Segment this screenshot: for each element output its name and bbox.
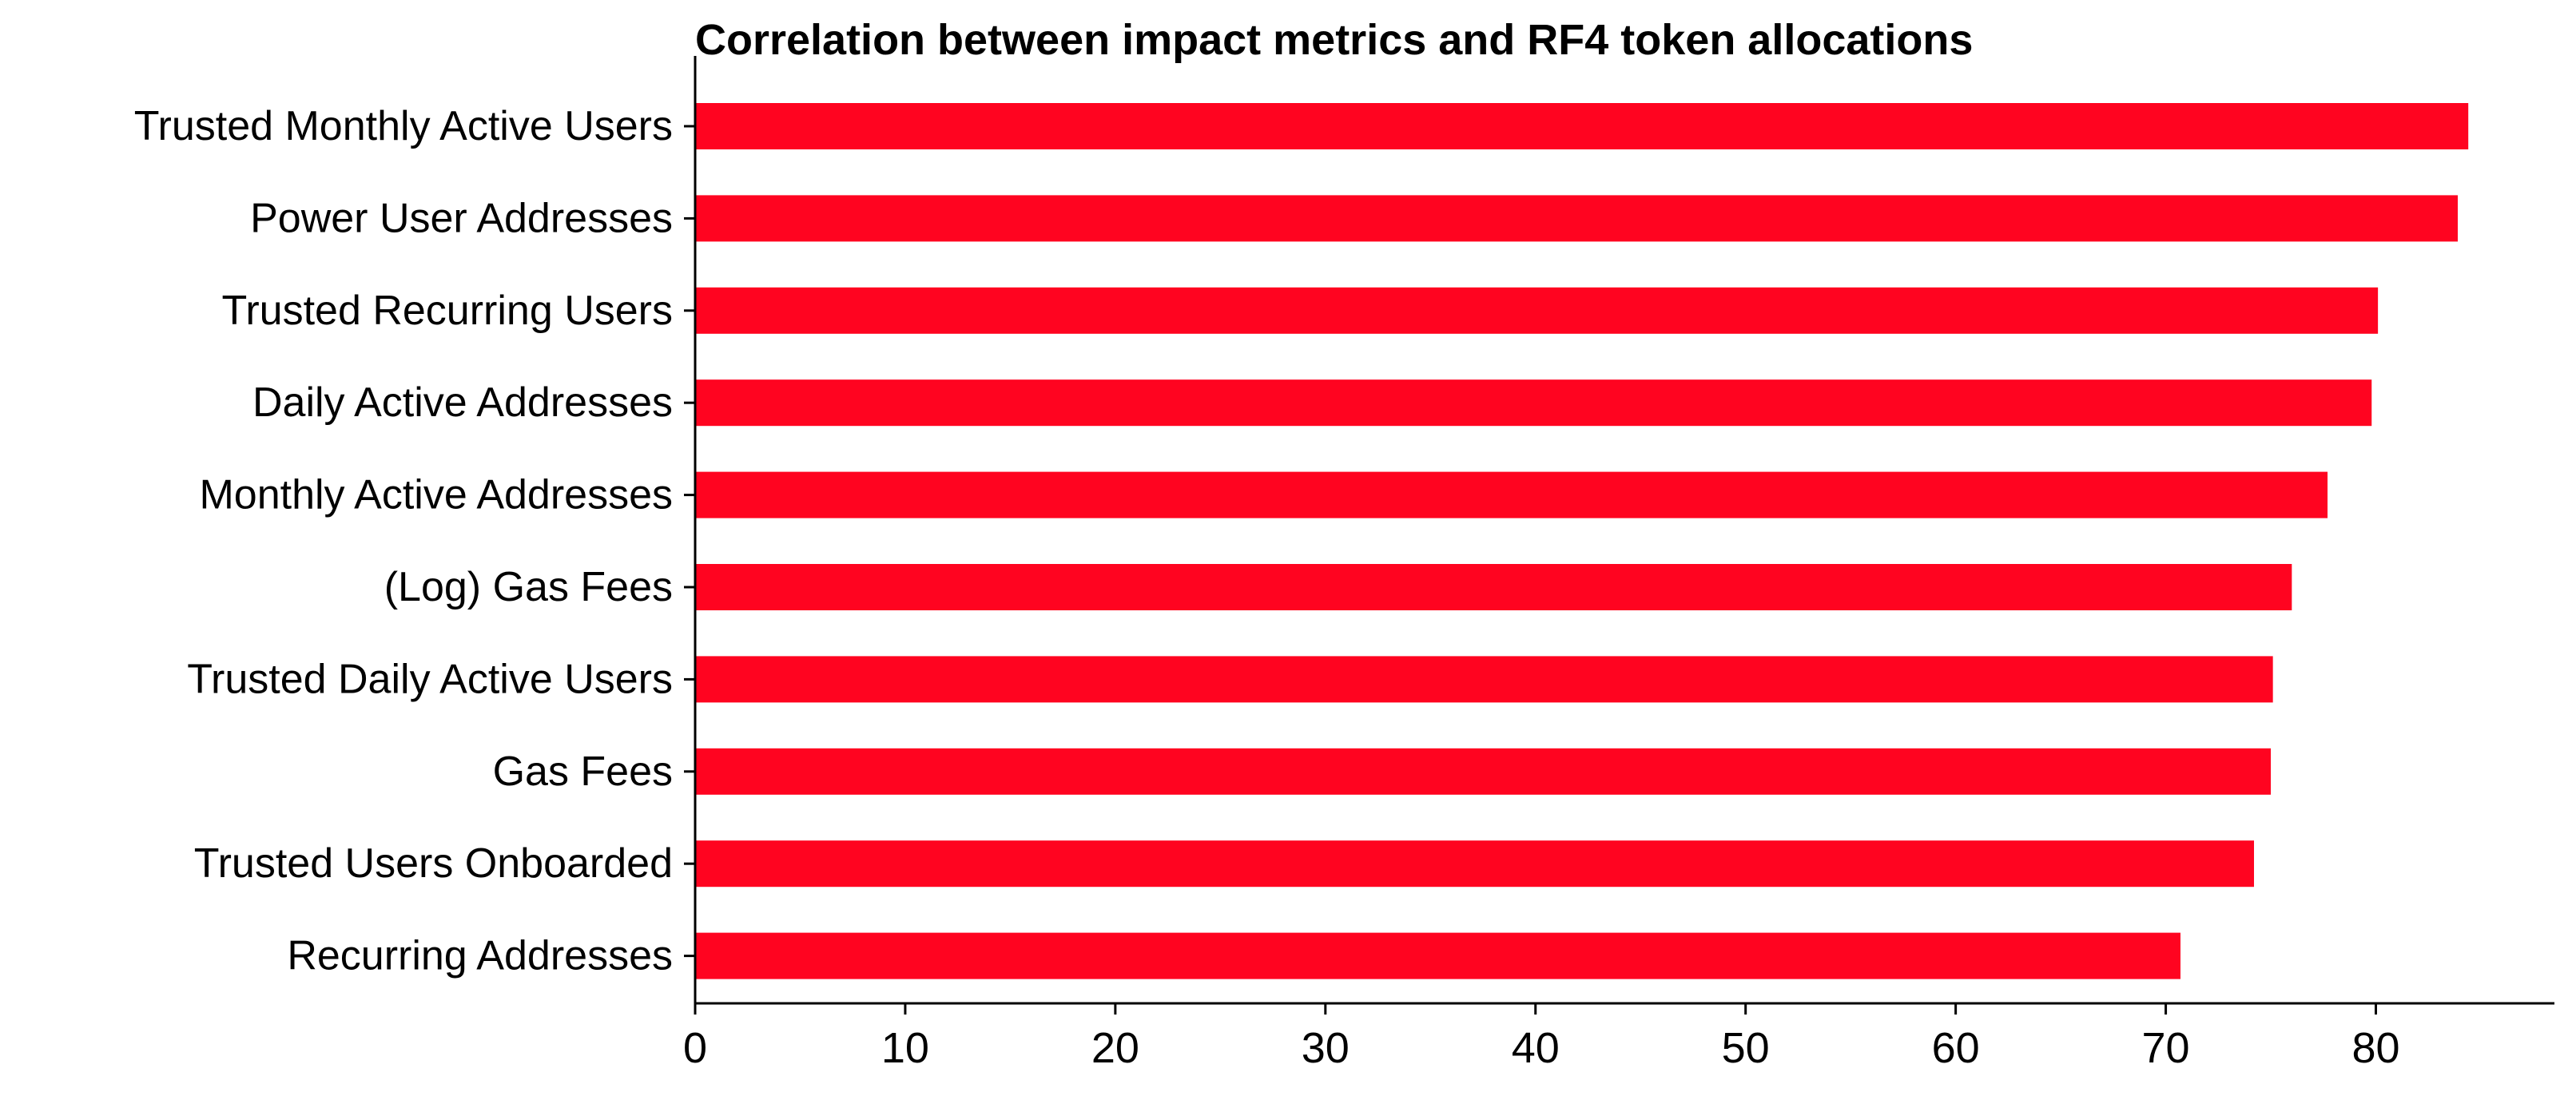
category-label: Daily Active Addresses xyxy=(252,379,673,426)
x-tick-label: 20 xyxy=(1091,1024,1139,1072)
x-tick-label: 60 xyxy=(1932,1024,1980,1072)
category-label: Gas Fees xyxy=(493,749,673,795)
bar xyxy=(695,932,2180,979)
category-label: Recurring Addresses xyxy=(287,933,673,979)
category-labels-group: Trusted Monthly Active Users Power User A… xyxy=(134,103,695,979)
bar xyxy=(695,564,2292,610)
x-tick-label: 70 xyxy=(2142,1024,2190,1072)
bar xyxy=(695,656,2273,703)
category-label: Trusted Users Onboarded xyxy=(194,840,673,887)
bar xyxy=(695,287,2379,334)
bar xyxy=(695,748,2272,795)
bar xyxy=(695,379,2372,427)
bar xyxy=(695,103,2469,149)
category-label: Trusted Recurring Users xyxy=(222,288,673,334)
bar xyxy=(695,471,2328,518)
category-label: (Log) Gas Fees xyxy=(384,564,673,610)
x-tick-label: 50 xyxy=(1722,1024,1770,1072)
x-tick-label: 10 xyxy=(881,1024,929,1072)
x-tick-label: 30 xyxy=(1302,1024,1350,1072)
category-label: Trusted Daily Active Users xyxy=(187,656,673,702)
x-tick-label: 0 xyxy=(683,1024,707,1072)
bars-group xyxy=(695,103,2469,979)
bar xyxy=(695,195,2459,242)
chart-title: Correlation between impact metrics and R… xyxy=(695,16,1973,64)
category-label: Trusted Monthly Active Users xyxy=(134,103,673,149)
x-tick-label: 80 xyxy=(2351,1024,2399,1072)
x-axis-ticks-group: 0 10 20 30 40 50 60 70 80 xyxy=(683,1003,2400,1072)
bar xyxy=(695,840,2254,888)
category-label: Monthly Active Addresses xyxy=(199,472,673,518)
category-label: Power User Addresses xyxy=(250,195,673,241)
x-tick-label: 40 xyxy=(1512,1024,1560,1072)
